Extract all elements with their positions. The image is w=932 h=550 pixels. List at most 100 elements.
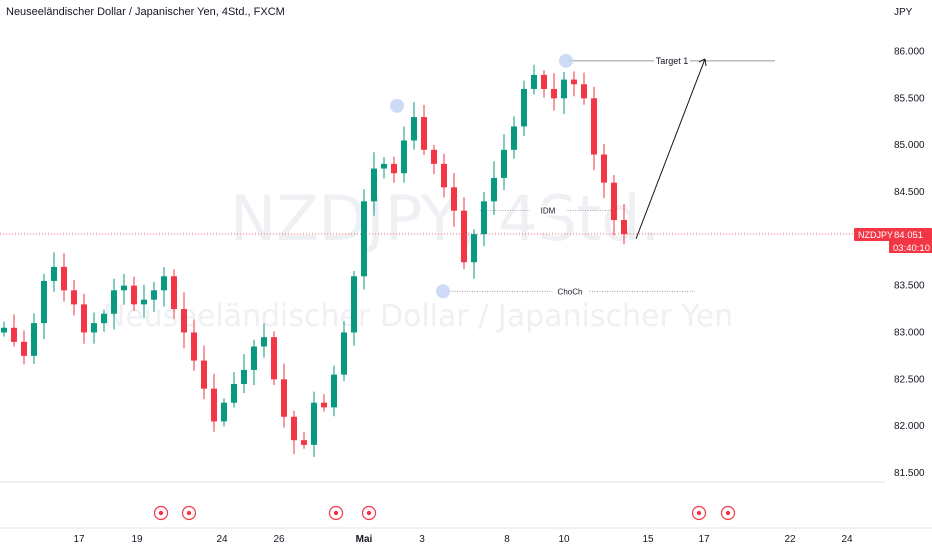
time-tick-label: 26 xyxy=(273,534,285,545)
price-tick-label: 81.500 xyxy=(894,468,925,479)
swing-marker xyxy=(390,98,404,113)
candle-body[interactable] xyxy=(601,154,607,183)
candle-body[interactable] xyxy=(471,234,477,263)
candle-body[interactable] xyxy=(571,79,577,85)
candle-body[interactable] xyxy=(611,182,617,221)
candle-body[interactable] xyxy=(621,220,627,235)
candle-body[interactable] xyxy=(321,402,327,408)
candle-body[interactable] xyxy=(11,327,17,342)
candle-body[interactable] xyxy=(271,337,277,380)
annotation-label-bg xyxy=(654,55,690,66)
candle-body[interactable] xyxy=(261,337,267,347)
time-tick-label: 22 xyxy=(784,534,796,545)
candle-body[interactable] xyxy=(91,323,97,333)
annotation-label: IDM xyxy=(541,207,556,216)
annotation-label: ChoCh xyxy=(558,287,583,296)
candle-body[interactable] xyxy=(491,177,497,202)
price-tick-label: 85.000 xyxy=(894,140,925,151)
candle-body[interactable] xyxy=(41,280,47,324)
candle-body[interactable] xyxy=(61,266,67,291)
event-icon-dot xyxy=(366,510,372,516)
candle-body[interactable] xyxy=(121,285,127,291)
candle-body[interactable] xyxy=(451,187,457,211)
candle-body[interactable] xyxy=(381,163,387,169)
candle-body[interactable] xyxy=(81,304,87,333)
annotations: Target 1 IDM ChoCh xyxy=(447,55,775,297)
event-icon-dot xyxy=(186,510,192,516)
price-tick-label: 85.500 xyxy=(894,93,925,104)
candle-body[interactable] xyxy=(521,88,527,127)
candle-body[interactable] xyxy=(21,341,27,356)
candle-body[interactable] xyxy=(541,74,547,89)
annotation-label: Target 1 xyxy=(656,56,689,66)
candle-body[interactable] xyxy=(141,299,147,305)
time-axis[interactable]: 17 19 24 26 Mai 3 8 10 15 17 22 24 xyxy=(73,534,853,545)
candle-body[interactable] xyxy=(171,276,177,310)
event-icon-dot xyxy=(696,510,702,516)
candle-body[interactable] xyxy=(591,98,597,155)
candle-body[interactable] xyxy=(151,290,157,300)
candle-body[interactable] xyxy=(581,84,587,99)
candle-body[interactable] xyxy=(131,285,137,305)
candle-body[interactable] xyxy=(71,290,77,305)
candle-body[interactable] xyxy=(461,210,467,263)
candle-body[interactable] xyxy=(391,163,397,174)
candle-body[interactable] xyxy=(281,379,287,417)
time-tick-label: 8 xyxy=(504,534,510,545)
arrow-head xyxy=(698,58,707,67)
candle-body[interactable] xyxy=(231,383,237,403)
candle-body[interactable] xyxy=(331,374,337,408)
candles[interactable] xyxy=(1,64,627,457)
watermark-symbol: NZDJPY, 4Std. xyxy=(230,182,660,255)
candle-body[interactable] xyxy=(241,369,247,384)
price-tick-label: 83.000 xyxy=(894,327,925,338)
candle-body[interactable] xyxy=(1,327,7,333)
candle-body[interactable] xyxy=(181,309,187,333)
candle-body[interactable] xyxy=(481,201,487,235)
candle-body[interactable] xyxy=(301,440,307,445)
candle-body[interactable] xyxy=(361,201,367,277)
candle-body[interactable] xyxy=(401,140,407,174)
event-icon-dot xyxy=(333,510,339,516)
candle-body[interactable] xyxy=(31,323,37,356)
time-tick-label: 17 xyxy=(698,534,710,545)
candle-body[interactable] xyxy=(531,74,537,89)
candle-body[interactable] xyxy=(551,88,557,99)
arrow-line xyxy=(635,58,706,239)
event-icon-dot xyxy=(158,510,164,516)
candle-body[interactable] xyxy=(411,117,417,141)
candle-body[interactable] xyxy=(431,149,437,164)
candle-body[interactable] xyxy=(201,360,207,389)
chart-title: Neuseeländischer Dollar / Japanischer Ye… xyxy=(6,6,285,18)
candle-body[interactable] xyxy=(221,402,227,422)
candle-body[interactable] xyxy=(211,388,217,422)
candle-body[interactable] xyxy=(111,290,117,314)
candle-body[interactable] xyxy=(421,117,427,150)
candle-body[interactable] xyxy=(51,266,57,281)
candle-body[interactable] xyxy=(191,332,197,361)
candle-body[interactable] xyxy=(101,313,107,324)
candle-body[interactable] xyxy=(441,163,447,188)
candle-body[interactable] xyxy=(161,276,167,291)
candle-body[interactable] xyxy=(371,168,377,202)
candle-body[interactable] xyxy=(351,276,357,333)
watermark-name: Neuseeländischer Dollar / Japanischer Ye… xyxy=(103,299,733,334)
time-tick-label: 15 xyxy=(642,534,654,545)
candle-body[interactable] xyxy=(341,332,347,375)
price-tag-price: 84.051 xyxy=(894,230,923,241)
time-tick-label: Mai xyxy=(356,534,373,545)
price-tick-label: 84.500 xyxy=(894,187,925,198)
price-tick-label: 83.500 xyxy=(894,281,925,292)
candle-body[interactable] xyxy=(511,126,517,150)
price-tag-symbol: NZDJPY xyxy=(858,230,893,240)
swing-marker xyxy=(559,53,573,68)
candle-body[interactable] xyxy=(561,79,567,99)
price-tag-countdown: 03:40:10 xyxy=(893,243,930,254)
economic-events[interactable] xyxy=(153,505,736,521)
price-axis[interactable]: 86.00085.50085.00084.50084.00083.50083.0… xyxy=(894,46,925,478)
candle-body[interactable] xyxy=(501,149,507,178)
candle-body[interactable] xyxy=(291,416,297,441)
candle-body[interactable] xyxy=(311,402,317,445)
candle-body[interactable] xyxy=(251,346,257,370)
